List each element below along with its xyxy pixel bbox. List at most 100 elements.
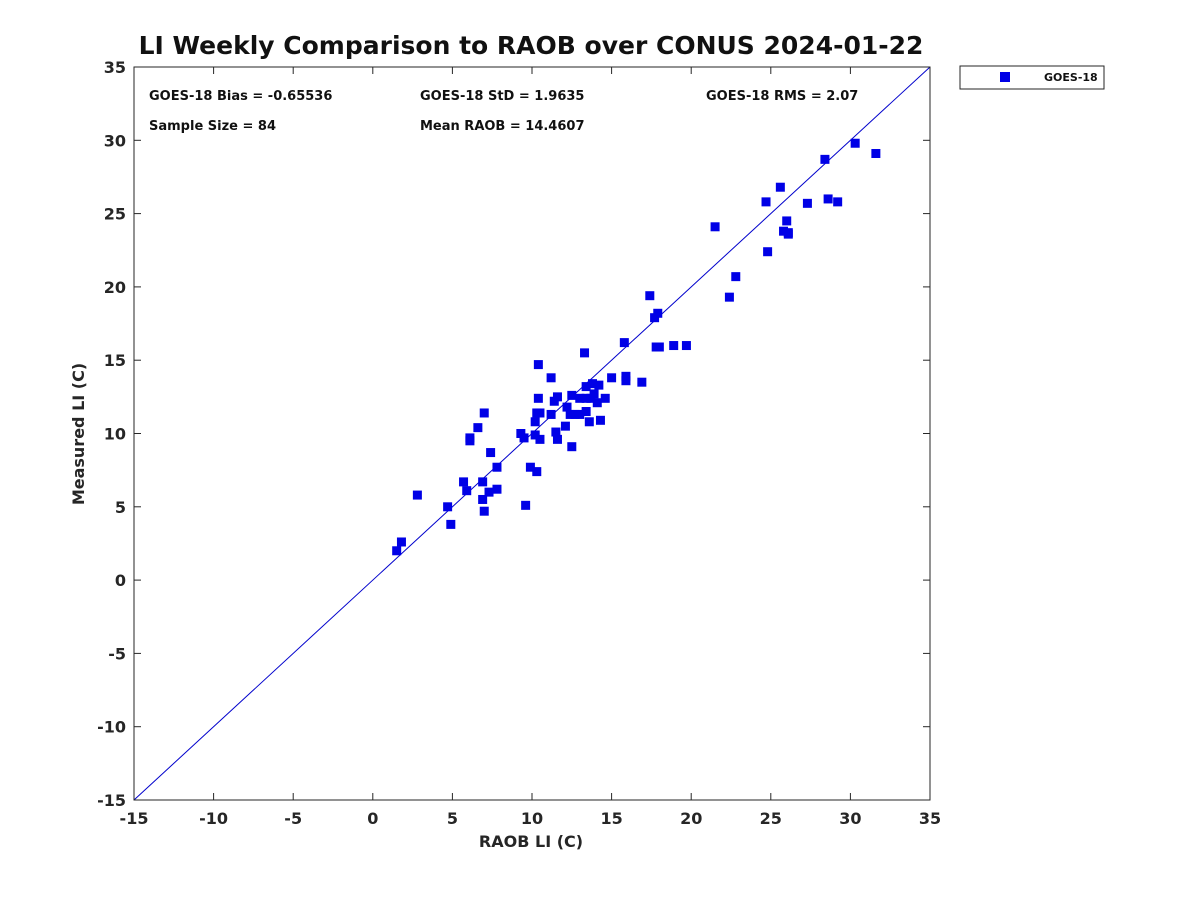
data-point — [478, 477, 488, 487]
data-point — [459, 477, 469, 487]
x-axis-ticks: -15 -10 -5 0 5 10 15 20 25 30 35 — [120, 67, 941, 828]
legend: GOES-18 — [959, 65, 1105, 90]
data-point — [478, 494, 488, 504]
data-point — [492, 484, 502, 494]
x-tick-label: 5 — [447, 809, 458, 828]
data-point — [782, 216, 792, 226]
data-point — [637, 377, 647, 387]
y-tick-label: 10 — [104, 425, 126, 444]
data-point — [396, 537, 406, 547]
data-point — [565, 409, 575, 419]
x-tick-label: 10 — [521, 809, 543, 828]
rms-annotation: GOES-18 RMS = 2.07 — [706, 89, 858, 104]
data-points-layer — [392, 138, 881, 556]
data-point — [562, 402, 572, 412]
data-point — [621, 371, 631, 381]
mean-raob-annotation: Mean RAOB = 14.4607 — [420, 119, 585, 134]
y-tick-label: -10 — [97, 718, 126, 737]
y-axis-label: Measured LI (C) — [69, 363, 88, 505]
data-point — [871, 148, 881, 158]
data-point — [462, 486, 472, 496]
data-point — [567, 442, 577, 452]
data-point — [607, 373, 617, 383]
data-point — [600, 393, 610, 403]
data-point — [587, 379, 597, 389]
data-point — [820, 154, 830, 164]
data-point — [465, 433, 475, 443]
x-tick-label: -15 — [120, 809, 149, 828]
data-point — [775, 182, 785, 192]
data-point — [535, 408, 545, 418]
x-tick-label: 0 — [367, 809, 378, 828]
x-axis-label: RAOB LI (C) — [479, 832, 583, 851]
data-point — [519, 433, 529, 443]
legend-marker — [1000, 72, 1010, 82]
data-point — [530, 430, 540, 440]
data-point — [392, 546, 402, 556]
data-point — [446, 519, 456, 529]
y-tick-label: 35 — [104, 58, 126, 77]
data-point — [783, 228, 793, 238]
data-point — [530, 417, 540, 427]
data-point — [533, 360, 543, 370]
data-point — [731, 272, 741, 282]
data-point — [535, 434, 545, 444]
data-point — [525, 462, 535, 472]
data-point — [552, 392, 562, 402]
data-point — [546, 409, 556, 419]
chart-title: LI Weekly Comparison to RAOB over CONUS … — [139, 31, 924, 60]
data-point — [532, 467, 542, 477]
bias-annotation: GOES-18 Bias = -0.65536 — [149, 89, 332, 104]
data-point — [594, 380, 604, 390]
y-tick-label: 30 — [104, 131, 126, 150]
data-point — [802, 198, 812, 208]
data-point — [551, 427, 561, 437]
data-point — [669, 341, 679, 351]
y-tick-label: 20 — [104, 278, 126, 297]
x-tick-label: 30 — [839, 809, 861, 828]
data-point — [595, 415, 605, 425]
data-point — [654, 342, 664, 352]
y-tick-label: -15 — [97, 791, 126, 810]
plot-frame — [133, 66, 931, 801]
data-point — [484, 487, 494, 497]
x-tick-label: 20 — [680, 809, 702, 828]
data-point — [779, 226, 789, 236]
data-point — [570, 409, 580, 419]
data-point — [567, 390, 577, 400]
y-tick-label: 25 — [104, 205, 126, 224]
std-annotation: GOES-18 StD = 1.9635 — [420, 89, 584, 104]
y-tick-label: 0 — [115, 571, 126, 590]
data-point — [486, 448, 496, 458]
y-axis-ticks: -15 -10 -5 0 5 10 15 20 25 30 35 — [97, 58, 930, 810]
x-tick-label: -10 — [199, 809, 228, 828]
data-point — [580, 348, 590, 358]
data-point — [850, 138, 860, 148]
data-point — [589, 389, 599, 399]
data-point — [724, 292, 734, 302]
legend-box — [959, 65, 1105, 90]
x-tick-label: 25 — [760, 809, 782, 828]
data-point — [619, 338, 629, 348]
data-point — [479, 506, 489, 516]
data-point — [681, 341, 691, 351]
y-tick-label: -5 — [108, 644, 126, 663]
data-point — [592, 398, 602, 408]
data-point — [533, 393, 543, 403]
data-point — [763, 247, 773, 257]
data-point — [581, 382, 591, 392]
sample-size-annotation: Sample Size = 84 — [149, 119, 276, 134]
data-point — [492, 462, 502, 472]
data-point — [412, 490, 422, 500]
data-point — [521, 500, 531, 510]
x-tick-label: 15 — [600, 809, 622, 828]
data-point — [575, 393, 585, 403]
data-point — [823, 194, 833, 204]
data-point — [653, 308, 663, 318]
legend-label: GOES-18 — [1044, 71, 1098, 84]
data-point — [581, 393, 591, 403]
y-tick-label: 15 — [104, 351, 126, 370]
data-point — [546, 373, 556, 383]
data-point — [443, 502, 453, 512]
data-point — [710, 222, 720, 232]
